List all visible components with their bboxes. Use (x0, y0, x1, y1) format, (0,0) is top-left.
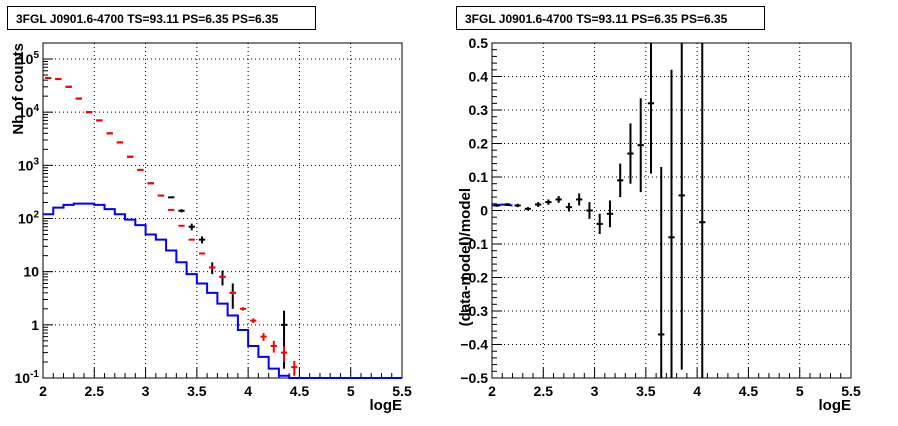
right-y-tick-label: 0.4 (469, 69, 489, 85)
right-y-tick-label: −0.4 (460, 337, 488, 353)
right-y-tick-label: −0.2 (460, 270, 488, 286)
left-x-tick-label: 3.5 (187, 383, 207, 399)
left-x-tick-label: 2.5 (85, 383, 105, 399)
left-y-tick-label: 104 (18, 103, 40, 120)
right-y-tick-label: −0.5 (460, 370, 488, 386)
left-y-tick-label: 10 (23, 264, 39, 280)
source-model-histogram (43, 202, 402, 379)
right-y-tick-label: 0.2 (469, 136, 489, 152)
right-y-tick-label: 0 (480, 203, 488, 219)
right-x-tick-label: 3.5 (636, 383, 656, 399)
left-x-tick-label: 3 (142, 383, 150, 399)
right-x-tick-label: 5 (796, 383, 804, 399)
right-x-tick-label: 5.5 (841, 383, 861, 399)
right-y-tick-label: −0.3 (460, 303, 488, 319)
right-x-tick-label: 2.5 (534, 383, 554, 399)
right-y-tick-label: 0.1 (469, 169, 489, 185)
right-y-axis-title: (data-model)/model (457, 188, 474, 326)
left-plot-frame (42, 42, 403, 379)
left-y-axis-title: Nb of counts (10, 43, 27, 135)
left-y-tick-label: 105 (18, 50, 40, 67)
left-plot-area (43, 43, 402, 378)
left-x-tick-label: 5 (347, 383, 355, 399)
right-x-axis-title: logE (819, 397, 852, 414)
left-chart-panel: 2 2.5 3 3.5 4 4.5 5 5.5 10-1 1 10 102 103 104 105 logE N… (10, 42, 412, 414)
right-x-tick-label: 4.5 (739, 383, 759, 399)
left-x-axis-title: logE (370, 397, 403, 414)
left-x-tick-label: 2 (39, 383, 47, 399)
right-x-tick-label: 2 (488, 383, 496, 399)
right-y-tick-label: 0.5 (469, 35, 489, 51)
right-y-tick-label: 0.3 (469, 102, 489, 118)
left-y-tick-label: 103 (18, 156, 40, 173)
left-y-tick-label: 1 (31, 317, 39, 333)
right-x-tick-label: 3 (591, 383, 599, 399)
left-x-tick-label: 4.5 (290, 383, 310, 399)
left-x-tick-label: 5.5 (392, 383, 412, 399)
right-x-tick-label: 4 (693, 383, 701, 399)
left-y-tick-label: 102 (18, 210, 40, 227)
right-y-tick-label: −0.1 (460, 236, 488, 252)
right-chart-panel: 2 2.5 3 3.5 4 4.5 5 5.5 −0.5 −0.4 −0.3 −0.2 −0.1 0 0.1… (457, 35, 861, 414)
left-y-tick-label: 10-1 (15, 369, 40, 386)
left-x-tick-label: 4 (244, 383, 252, 399)
right-chart-title: 3FGL J0901.6-4700 TS=93.11 PS=6.35 PS=6.… (456, 6, 765, 30)
left-chart-title: 3FGL J0901.6-4700 TS=93.11 PS=6.35 PS=6.… (7, 6, 316, 30)
